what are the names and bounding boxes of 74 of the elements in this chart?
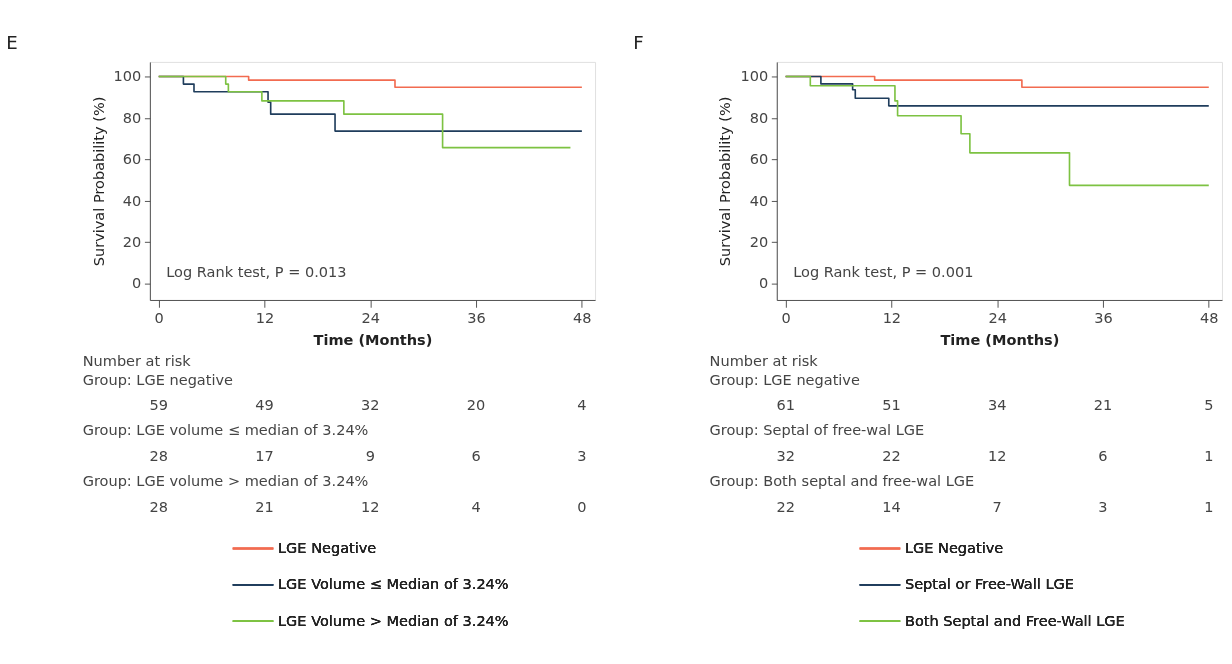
text: 22 (776, 498, 795, 515)
text: 12 (987, 447, 1007, 464)
text: 17 (255, 447, 274, 464)
text: 32 (361, 396, 380, 413)
x-tick-label: 24 (988, 310, 1007, 327)
text: Group: LGE volume > median of 3.24% (82, 473, 369, 490)
x-tick-label: 0 (781, 310, 791, 327)
legend-label: LGE Negative (904, 540, 1004, 557)
x-tick-label: 48 (573, 310, 592, 327)
x-tick-label: 0 (154, 310, 164, 327)
text: Group: LGE negative (709, 371, 860, 388)
legend-label: LGE Negative (278, 540, 377, 557)
text: 12 (361, 498, 380, 515)
y-tick-label: 100 (740, 68, 769, 85)
y-tick-label: 60 (749, 151, 769, 168)
annotation: Log Rank test, P = 0.001 (793, 264, 974, 281)
chart-title: F (633, 32, 644, 54)
text: 9 (365, 447, 375, 464)
text: 32 (776, 447, 795, 464)
text: Number at risk (82, 353, 192, 370)
x-tick-label: 24 (361, 310, 380, 327)
text: Group: LGE volume ≤ median of 3.24% (82, 422, 369, 439)
y-tick-label: 100 (113, 68, 142, 85)
text: 22 (882, 447, 901, 464)
x-axis-title: Time (Months) (313, 331, 433, 348)
text: 14 (882, 498, 901, 515)
annotation: Log Rank test, P = 0.013 (166, 264, 347, 281)
text: 49 (255, 396, 274, 413)
x-tick-label: 12 (255, 310, 275, 327)
x-tick-label: 12 (882, 310, 902, 327)
text: 4 (471, 498, 481, 515)
text: 61 (776, 396, 795, 413)
legend-label: LGE Volume ≤ Median of 3.24% (278, 576, 509, 593)
y-tick-label: 80 (749, 109, 769, 126)
text: Group: LGE negative (82, 371, 234, 388)
y-tick-label: 0 (132, 275, 142, 292)
text: 28 (149, 447, 168, 464)
text: 21 (255, 498, 274, 515)
text: Number at risk (709, 353, 819, 370)
text: 6 (471, 447, 481, 464)
text: 5 (1204, 396, 1214, 413)
text: Group: Septal of free-wal LGE (709, 422, 925, 439)
x-axis-title: Time (Months) (940, 331, 1060, 348)
legend-label: LGE Volume > Median of 3.24% (278, 612, 509, 629)
text: 51 (882, 396, 901, 413)
text: 7 (992, 498, 1002, 515)
y-axis-title: Survival Probability (%) (90, 96, 107, 267)
y-tick-label: 20 (122, 234, 142, 251)
x-tick-label: 36 (1094, 310, 1113, 327)
y-tick-label: 0 (758, 275, 769, 292)
y-tick-label: 40 (749, 192, 769, 209)
text: 28 (149, 498, 168, 515)
legend-label: Both Septal and Free-Wall LGE (904, 612, 1125, 629)
y-tick-label: 40 (122, 192, 142, 209)
y-tick-label: 60 (122, 151, 142, 168)
text: 1 (1204, 498, 1214, 515)
y-tick-label: 20 (749, 234, 769, 251)
text: 3 (1098, 498, 1108, 515)
text: 3 (577, 447, 587, 464)
x-tick-label: 48 (1199, 310, 1219, 327)
text: Group: Both septal and free-wal LGE (709, 473, 975, 490)
x-tick-label: 36 (467, 310, 486, 327)
text: 4 (577, 396, 587, 413)
y-tick-label: 80 (122, 109, 142, 126)
legend-label: Septal or Free-Wall LGE (904, 576, 1074, 593)
text: 59 (149, 396, 168, 413)
text: 0 (577, 498, 587, 515)
text: 34 (987, 396, 1007, 413)
y-axis-title: Survival Probability (%) (717, 96, 734, 267)
text: 20 (466, 396, 486, 413)
text: 21 (1093, 396, 1113, 413)
text: 1 (1204, 447, 1214, 464)
text: 6 (1098, 447, 1108, 464)
chart-title: E (6, 32, 18, 54)
